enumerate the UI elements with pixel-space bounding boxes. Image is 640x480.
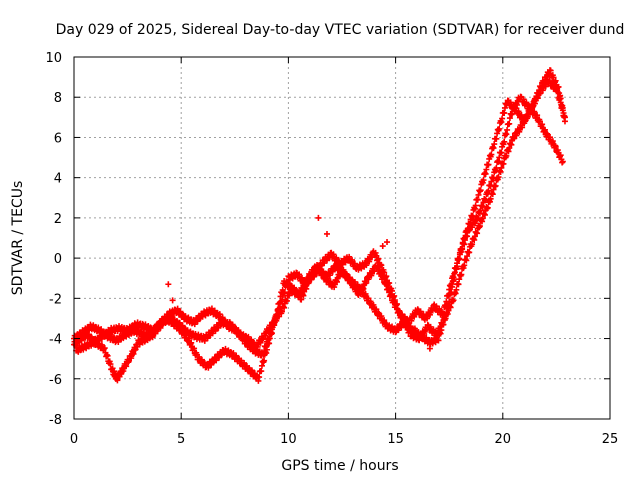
- data-point-isolated-points: [411, 325, 418, 332]
- data-point-trace-a: [485, 161, 492, 168]
- data-point-trace-a: [496, 125, 503, 132]
- data-point-trace-c: [461, 262, 468, 269]
- data-point-trace-a: [547, 67, 554, 74]
- data-point-trace-c: [503, 152, 510, 159]
- data-point-trace-c: [383, 281, 390, 288]
- data-point-trace-c: [495, 174, 502, 181]
- data-point-trace-c: [278, 308, 285, 315]
- data-point-trace-a: [298, 296, 305, 303]
- x-tick-label: 5: [177, 432, 185, 447]
- data-point-trace-b: [443, 298, 450, 305]
- data-point-trace-b: [451, 270, 458, 277]
- data-point-trace-c: [561, 114, 568, 121]
- data-point-isolated-points: [384, 239, 391, 246]
- x-tick-label: 10: [280, 432, 297, 447]
- data-point-trace-a: [477, 187, 484, 194]
- y-tick-label: -2: [49, 292, 62, 307]
- y-tick-label: 2: [54, 212, 62, 227]
- data-point-trace-b: [263, 343, 270, 350]
- y-tick-label: 10: [45, 51, 62, 66]
- data-point-trace-c: [453, 286, 460, 293]
- data-series: [71, 67, 568, 384]
- data-point-trace-c: [554, 89, 561, 96]
- y-tick-label: 8: [54, 91, 62, 106]
- data-point-trace-c: [487, 195, 494, 202]
- data-point-trace-a: [256, 374, 263, 381]
- tick-labels: 0 5 10 15 20 25 -8 -6 -4 -2 0 2 4 6 8 10: [45, 51, 618, 447]
- y-tick-label: -8: [49, 413, 62, 428]
- data-point-trace-c: [466, 249, 473, 256]
- data-point-trace-a: [493, 135, 500, 142]
- data-point-trace-b: [453, 265, 460, 272]
- data-point-trace-b: [456, 255, 463, 262]
- data-point-trace-b: [378, 262, 385, 269]
- data-point-trace-c: [500, 160, 507, 167]
- data-point-trace-c: [469, 241, 476, 248]
- data-point-trace-a: [435, 337, 442, 344]
- data-point-trace-c: [492, 182, 499, 189]
- data-point-trace-b: [281, 289, 288, 296]
- axis-ticks: [73, 56, 611, 420]
- data-point-trace-a: [258, 368, 265, 375]
- x-tick-label: 0: [70, 432, 78, 447]
- plot-frame: [73, 56, 611, 420]
- data-point-isolated-points: [323, 230, 330, 237]
- data-point-trace-a: [499, 115, 506, 122]
- data-point-trace-b: [559, 158, 566, 165]
- data-point-trace-b: [493, 164, 500, 171]
- data-point-trace-a: [107, 361, 114, 368]
- data-point-trace-a: [104, 352, 111, 359]
- data-point-trace-c: [455, 281, 462, 288]
- data-point-trace-b: [266, 335, 273, 342]
- data-point-trace-c: [557, 99, 564, 106]
- data-point-trace-c: [559, 104, 566, 111]
- data-point-isolated-points: [426, 345, 433, 352]
- y-tick-label: 0: [54, 252, 62, 267]
- data-point-trace-b: [445, 292, 452, 299]
- data-point-trace-a: [472, 202, 479, 209]
- data-point-isolated-points: [379, 243, 386, 250]
- data-point-trace-b: [498, 149, 505, 156]
- data-point-trace-c: [450, 297, 457, 304]
- data-point-trace-c: [283, 297, 290, 304]
- y-tick-label: -4: [49, 333, 62, 348]
- data-point-trace-b: [504, 126, 511, 133]
- x-tick-label: 15: [387, 432, 404, 447]
- data-point-trace-c: [442, 315, 449, 322]
- data-point-trace-a: [488, 151, 495, 158]
- data-point-trace-a: [491, 141, 498, 148]
- data-point-trace-c: [458, 271, 465, 278]
- data-point-trace-a: [501, 110, 508, 117]
- data-point-trace-c: [388, 292, 395, 299]
- x-axis-label: GPS time / hours: [281, 458, 398, 474]
- data-point-trace-b: [501, 138, 508, 145]
- data-point-trace-b: [506, 120, 513, 127]
- data-point-trace-a: [480, 177, 487, 184]
- data-point-trace-b: [464, 233, 471, 240]
- data-point-isolated-points: [165, 281, 172, 288]
- chart-title: Day 029 of 2025, Sidereal Day-to-day VTE…: [56, 22, 625, 38]
- y-tick-label: 4: [54, 172, 62, 187]
- y-axis-label: SDTVAR / TECUs: [10, 181, 26, 296]
- x-tick-label: 25: [602, 432, 619, 447]
- data-point-trace-a: [261, 357, 268, 364]
- x-tick-label: 20: [495, 432, 512, 447]
- data-point-isolated-points: [169, 297, 176, 304]
- y-tick-label: -6: [49, 373, 62, 388]
- data-point-trace-c: [476, 223, 483, 230]
- y-tick-label: 6: [54, 131, 62, 146]
- data-point-isolated-points: [315, 214, 322, 221]
- data-point-trace-b: [448, 281, 455, 288]
- data-point-trace-b: [459, 246, 466, 253]
- data-point-trace-c: [484, 204, 491, 211]
